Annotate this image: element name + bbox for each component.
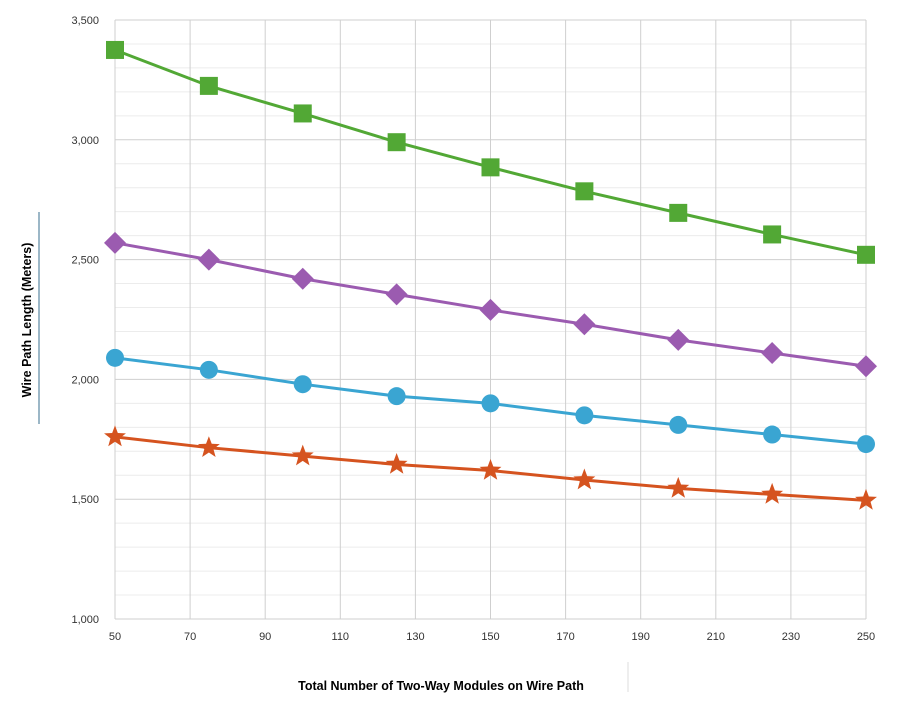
x-tick-label: 190 [632,631,650,643]
x-tick-label: 70 [184,631,196,643]
data-point-square [669,203,688,222]
data-point-diamond [761,342,784,365]
series-layer [104,40,877,510]
data-point-circle [669,415,688,434]
series-star [104,425,877,510]
data-point-square [106,40,124,59]
data-point-square [857,245,875,264]
x-tick-label: 230 [782,631,800,643]
data-point-square [481,158,500,177]
y-tick-label: 3,500 [71,15,99,27]
x-tick-label: 50 [109,631,121,643]
data-point-star [667,476,690,498]
data-point-square [387,133,406,152]
y-tick-label: 2,000 [71,374,99,386]
x-tick-label: 170 [556,631,574,643]
data-point-star [385,452,408,474]
data-point-circle [763,425,782,444]
x-axis-title: Total Number of Two-Way Modules on Wire … [298,679,584,693]
series-circle [106,348,875,454]
data-point-star [761,482,784,504]
y-axis-title: Wire Path Length (Meters) [20,243,34,398]
data-point-diamond [667,328,690,351]
y-tick-label: 3,000 [71,135,99,147]
data-point-square [199,76,218,95]
data-point-diamond [197,248,220,271]
data-point-square [575,182,594,201]
x-tick-label: 210 [707,631,725,643]
data-point-square [293,104,312,123]
y-tick-label: 1,000 [71,614,99,626]
x-tick-label: 110 [332,631,350,643]
data-point-circle [575,406,594,425]
data-point-circle [199,360,218,379]
data-point-diamond [573,313,596,336]
data-point-diamond [104,231,126,254]
data-point-star [479,458,502,480]
data-point-circle [481,394,500,413]
data-point-star [104,425,126,447]
data-point-diamond [479,298,502,321]
data-point-star [291,444,314,466]
data-point-square [763,225,782,244]
data-point-star [573,468,596,490]
data-point-circle [387,387,406,406]
series-square [106,40,875,264]
data-point-diamond [385,283,408,306]
data-point-diamond [855,355,877,378]
y-tick-label: 2,500 [71,255,99,267]
data-point-diamond [291,267,314,290]
x-tick-label: 90 [259,631,271,643]
axes: 1,000 1,500 2,000 2,500 3,000 3,500 50 70 90 110 1… [71,15,875,643]
x-tick-label: 250 [857,631,875,643]
x-tick-label: 130 [406,631,424,643]
data-point-star [197,436,220,457]
data-point-circle [106,348,124,367]
y-tick-label: 1,500 [71,494,99,506]
data-point-circle [857,435,875,454]
series-diamond [104,231,877,378]
x-tick-label: 150 [481,631,499,643]
data-point-circle [293,375,312,394]
data-point-star [855,488,877,510]
